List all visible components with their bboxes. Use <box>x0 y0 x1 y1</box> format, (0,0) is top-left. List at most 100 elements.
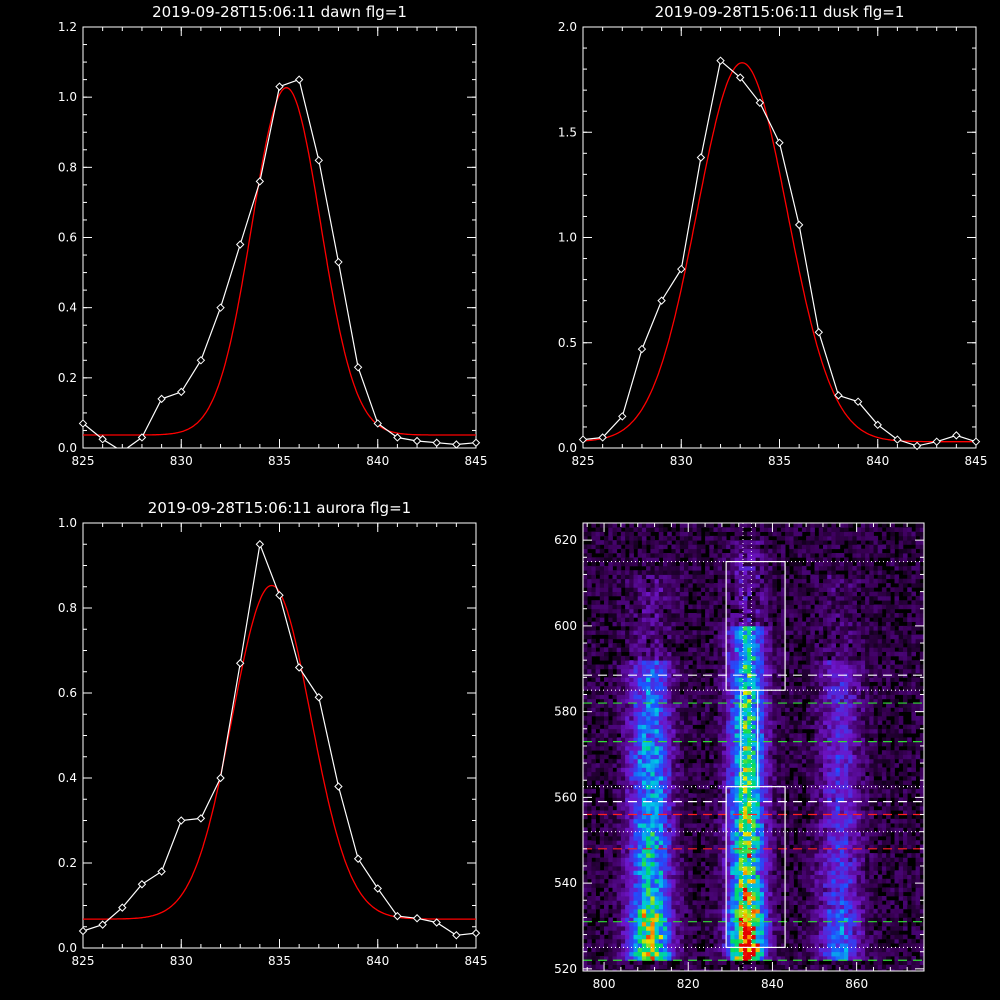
heatmap-cell <box>667 707 672 712</box>
heatmap-cell <box>700 891 706 897</box>
heatmap-cell <box>903 934 908 940</box>
heatmap-cell <box>591 707 596 712</box>
heatmap-cell <box>856 874 862 880</box>
heatmap-cell <box>814 887 820 893</box>
heatmap-cell <box>743 797 748 803</box>
heatmap-cell <box>772 956 777 961</box>
heatmap-cell <box>911 853 916 858</box>
heatmap-cell <box>911 715 916 721</box>
heatmap-cell <box>663 853 668 858</box>
heatmap-cell <box>743 853 748 858</box>
heatmap-cell <box>865 917 870 923</box>
heatmap-cell <box>881 711 887 717</box>
heatmap-cell <box>823 801 828 807</box>
heatmap-cell <box>793 733 799 738</box>
heatmap-cell <box>772 814 777 820</box>
heatmap-cell <box>860 797 866 803</box>
heatmap-cell <box>903 763 908 768</box>
heatmap-cell <box>738 861 744 867</box>
heatmap-cell <box>839 913 845 918</box>
heatmap-cell <box>785 844 790 850</box>
heatmap-cell <box>869 788 874 794</box>
heatmap-cell <box>747 745 752 751</box>
heatmap-cell <box>839 926 845 931</box>
heatmap-cell <box>675 913 681 918</box>
heatmap-cell <box>780 801 786 807</box>
heatmap-cell <box>755 801 761 807</box>
heatmap-cell <box>915 754 921 760</box>
heatmap-cell <box>881 904 887 910</box>
heatmap-cell <box>713 733 719 738</box>
heatmap-cell <box>612 960 618 965</box>
heatmap-cell <box>789 883 794 888</box>
heatmap-cell <box>646 913 651 918</box>
heatmap-cell <box>620 844 626 850</box>
heatmap-cell <box>721 724 727 730</box>
heatmap-cell <box>654 870 660 875</box>
heatmap-cell <box>751 934 756 940</box>
heatmap-cell <box>616 926 622 931</box>
heatmap-cell <box>894 968 900 971</box>
heatmap-cell <box>671 878 676 884</box>
heatmap-cell <box>608 848 613 854</box>
heatmap-cell <box>772 908 777 914</box>
heatmap-cell <box>835 934 841 940</box>
heatmap-cell <box>625 788 630 794</box>
heatmap-cell <box>919 887 924 893</box>
heatmap-cell <box>658 801 664 807</box>
heatmap-cell <box>730 848 735 854</box>
heatmap-cell <box>646 968 651 971</box>
heatmap-cell <box>629 934 634 940</box>
heatmap-cell <box>616 848 622 854</box>
heatmap-cell <box>587 831 592 837</box>
heatmap-cell <box>755 926 761 931</box>
heatmap-cell <box>684 745 689 751</box>
heatmap-cell <box>747 861 752 867</box>
heatmap-cell <box>654 823 660 828</box>
heatmap-cell <box>671 758 676 764</box>
heatmap-cell <box>801 818 807 824</box>
heatmap-cell <box>658 728 664 734</box>
heatmap-cell <box>637 707 643 712</box>
heatmap-cell <box>688 866 693 871</box>
heatmap-cell <box>810 750 815 755</box>
heatmap-cell <box>806 887 811 893</box>
heatmap-cell <box>684 720 689 725</box>
heatmap-cell <box>595 711 601 717</box>
heatmap-cell <box>663 703 668 708</box>
heatmap-cell <box>663 775 668 781</box>
heatmap-cell <box>734 878 740 884</box>
heatmap-cell <box>860 887 866 893</box>
heatmap-cell <box>684 801 689 807</box>
heatmap-cell <box>658 831 664 837</box>
heatmap-cell <box>806 900 811 905</box>
heatmap-cell <box>839 720 845 725</box>
heatmap-cell <box>583 805 588 811</box>
heatmap-cell <box>801 780 807 785</box>
heatmap-cell <box>637 831 643 837</box>
heatmap-cell <box>785 926 790 931</box>
heatmap-cell <box>839 728 845 734</box>
heatmap-cell <box>852 968 857 971</box>
heatmap-cell <box>759 724 765 730</box>
heatmap-cell <box>721 818 727 824</box>
heatmap-cell <box>705 745 710 751</box>
heatmap-cell <box>671 926 676 931</box>
heatmap-cell <box>633 887 639 893</box>
heatmap-cell <box>679 775 685 781</box>
heatmap-cell <box>743 968 748 971</box>
heatmap-cell <box>671 788 676 794</box>
heatmap-cell <box>827 763 832 768</box>
heatmap-cell <box>604 840 609 845</box>
heatmap-cell <box>688 870 693 875</box>
heatmap-cell <box>583 857 588 863</box>
heatmap-cell <box>616 823 622 828</box>
heatmap-cell <box>688 964 693 970</box>
heatmap-cell <box>772 797 777 803</box>
heatmap-cell <box>776 810 782 815</box>
heatmap-cell <box>844 878 849 884</box>
heatmap-cell <box>785 741 790 747</box>
heatmap-cell <box>869 741 874 747</box>
heatmap-cell <box>671 857 676 863</box>
heatmap-cell <box>772 733 777 738</box>
